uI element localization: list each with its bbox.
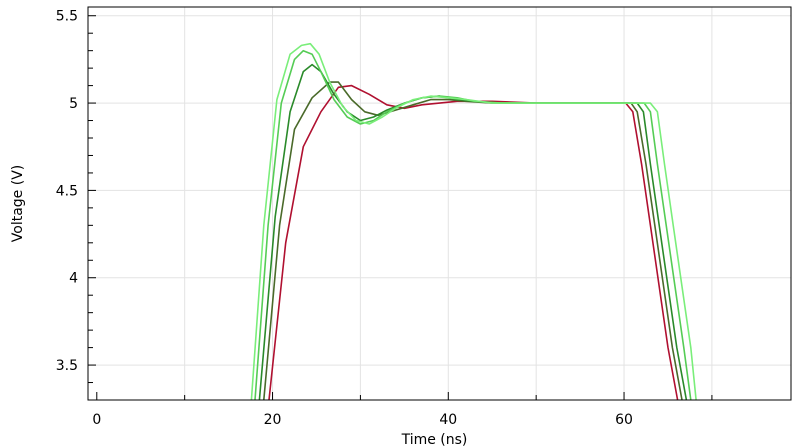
x-axis-label: Time (ns) bbox=[401, 432, 468, 447]
plot-frame bbox=[87, 6, 792, 401]
x-tick-label: 40 bbox=[439, 412, 457, 428]
series-line-4 bbox=[254, 49, 692, 401]
y-tick-label: 5 bbox=[69, 96, 78, 112]
grid bbox=[88, 7, 791, 400]
series-lines bbox=[250, 42, 697, 401]
x-tick-label: 60 bbox=[615, 412, 633, 428]
y-tick-label: 4 bbox=[69, 271, 78, 287]
axes: 0 20 40 60 3.5 4 4.5 5 5.5 bbox=[56, 9, 713, 428]
series-line-1 bbox=[268, 84, 679, 401]
y-tick-label: 3.5 bbox=[56, 358, 78, 374]
y-tick-label: 4.5 bbox=[56, 183, 78, 199]
x-tick-label: 20 bbox=[264, 412, 282, 428]
series-line-5 bbox=[250, 42, 697, 401]
series-line-2 bbox=[263, 81, 683, 401]
y-tick-label: 5.5 bbox=[56, 9, 78, 25]
series-line-3 bbox=[258, 63, 688, 401]
x-tick-label: 0 bbox=[92, 412, 101, 428]
y-axis-label: Voltage (V) bbox=[10, 165, 26, 242]
